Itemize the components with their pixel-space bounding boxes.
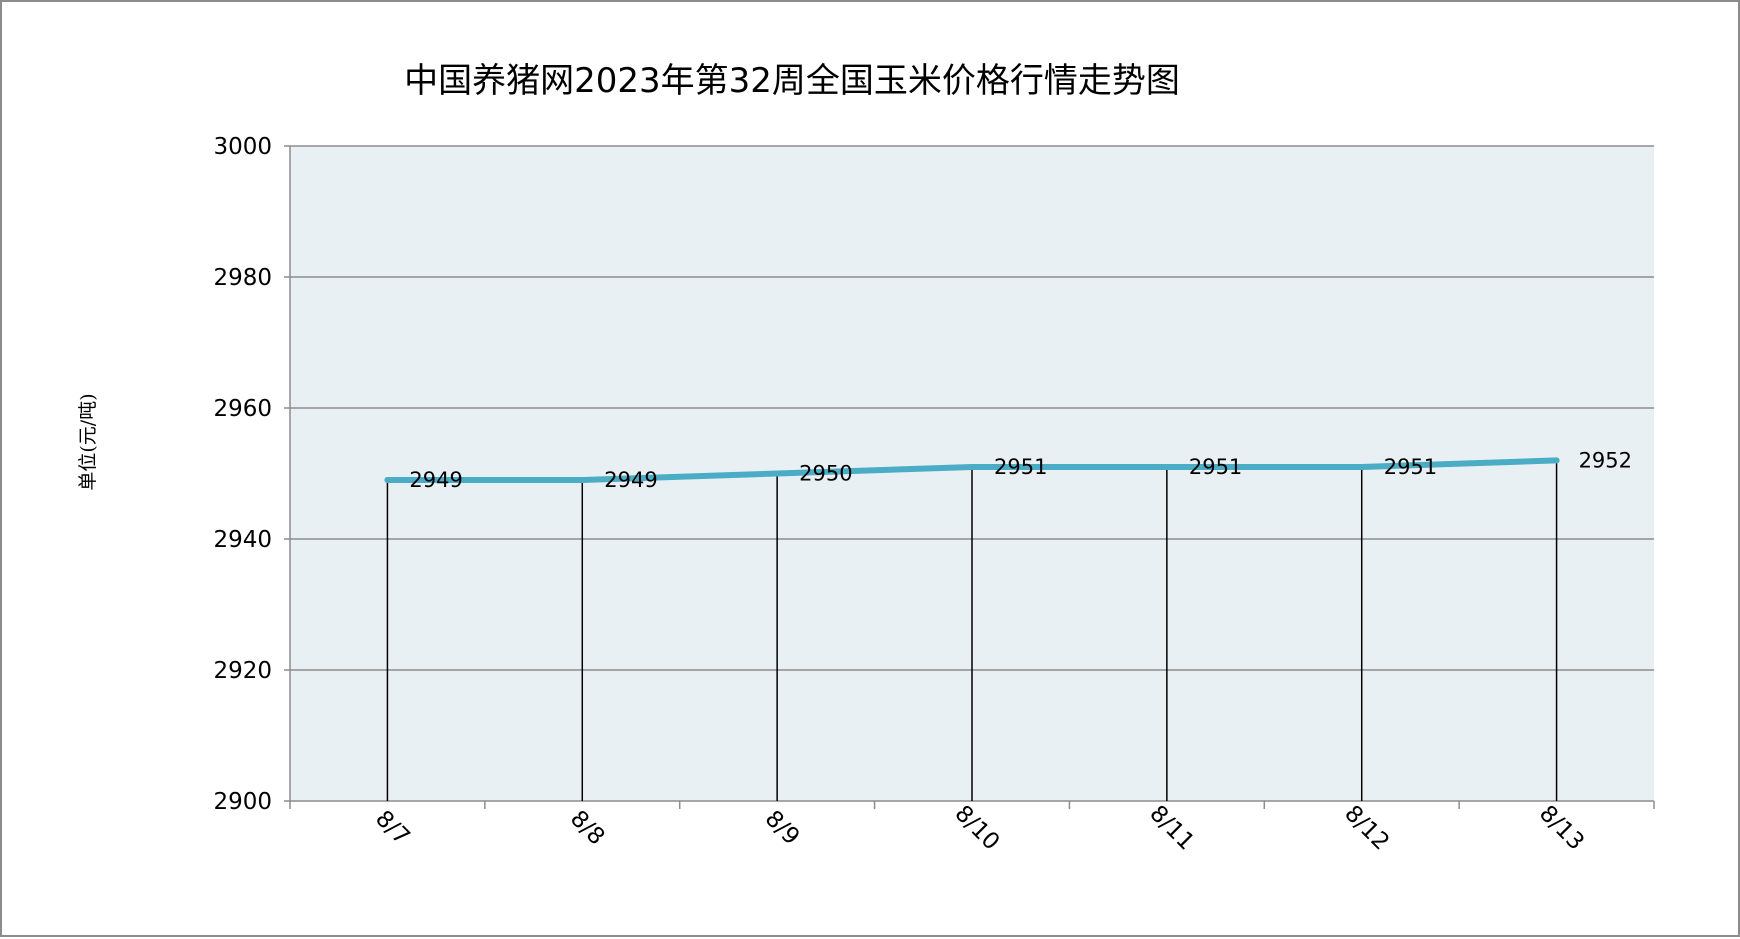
- data-labels: 2949 2949 2950 2951 2951 2951 2952: [409, 448, 1632, 492]
- x-axis-ticks: 8/7 8/8 8/9 8/10 8/11 8/12 8/13: [370, 801, 1589, 856]
- x-tick-label: 8/12: [1339, 801, 1394, 856]
- data-point: [384, 477, 391, 484]
- x-tick-label: 8/7: [370, 806, 415, 851]
- data-point: [579, 477, 586, 484]
- x-tick-label: 8/8: [565, 806, 610, 851]
- y-tick-label: 2920: [213, 658, 272, 684]
- data-label: 2950: [799, 462, 852, 486]
- data-label: 2949: [604, 468, 657, 492]
- data-point: [774, 470, 781, 477]
- data-point: [1163, 463, 1170, 470]
- data-label: 2951: [1384, 455, 1437, 479]
- x-tick-label: 8/9: [760, 806, 805, 851]
- data-label: 2951: [994, 455, 1047, 479]
- x-tick-label: 8/10: [949, 801, 1004, 856]
- x-tick-label: 8/13: [1534, 801, 1589, 856]
- data-point: [1553, 457, 1560, 464]
- chart-title: 中国养猪网2023年第32周全国玉米价格行情走势图: [404, 61, 1180, 101]
- y-axis-ticks: 2900 2920 2940 2960 2980 3000: [213, 134, 272, 815]
- drop-lines: [386, 460, 1558, 801]
- y-axis-label: 单位(元/吨): [77, 393, 99, 490]
- series-layer: [384, 457, 1560, 484]
- y-tick-label: 3000: [213, 134, 272, 160]
- y-tick-label: 2940: [213, 527, 272, 553]
- data-label: 2949: [409, 468, 462, 492]
- data-label: 2952: [1579, 448, 1632, 472]
- y-tick-label: 2980: [213, 265, 272, 291]
- data-point: [1358, 463, 1365, 470]
- data-point: [969, 463, 975, 470]
- x-tick-label: 8/11: [1144, 801, 1199, 856]
- y-tick-label: 2900: [213, 789, 272, 815]
- data-label: 2951: [1189, 455, 1242, 479]
- y-tick-label: 2960: [213, 396, 272, 422]
